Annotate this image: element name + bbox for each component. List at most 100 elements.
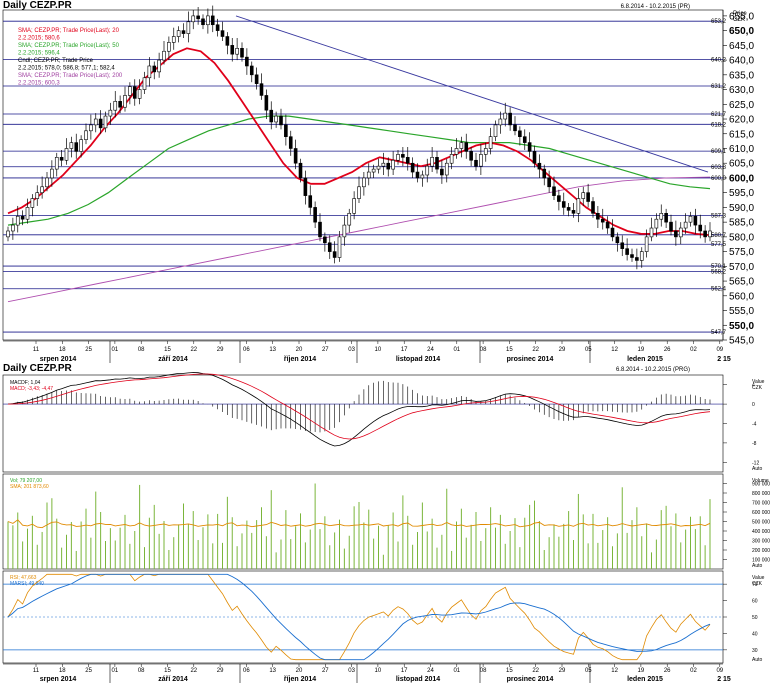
price-tick-label: 600,0 xyxy=(729,173,754,184)
date-axis-right-label: 2 15 xyxy=(717,356,731,363)
candle-body xyxy=(30,198,35,208)
candle-body xyxy=(425,165,430,176)
marsi-line xyxy=(7,573,711,661)
price-tick-label: 610,0 xyxy=(729,144,754,155)
candle-body xyxy=(557,195,561,202)
price-tick-label: 650,0 xyxy=(729,26,754,37)
level-label: 577,5 xyxy=(711,242,727,248)
candle-body xyxy=(332,251,337,258)
date-tick-label: 22 xyxy=(532,347,539,353)
date-tick-label: 19 xyxy=(638,347,645,353)
price-tick-label: 565,0 xyxy=(729,277,754,288)
panel-axis-title: Value xyxy=(752,379,765,385)
date-tick-label: 24 xyxy=(427,668,434,674)
date-axis-right-label: 2 15 xyxy=(717,676,731,683)
level-label: 562,4 xyxy=(711,287,727,293)
candle-body xyxy=(171,36,176,43)
date-tick-label: 29 xyxy=(559,347,566,353)
volume-frame xyxy=(2,473,724,570)
price-legend: SMA; CEZP.PR; Trade Price(Last); 20 2.2.2… xyxy=(18,28,123,87)
panel-tick-label: -12 xyxy=(752,460,759,466)
month-label: srpen 2014 xyxy=(40,356,77,363)
price-tick-label: 645,0 xyxy=(729,41,754,52)
axis-unit-czk: CZK xyxy=(733,17,745,23)
panel-tick-label: 800 000 xyxy=(752,491,770,497)
candle-body xyxy=(6,230,10,238)
candle-body xyxy=(522,136,527,143)
candle-body xyxy=(327,242,332,252)
candle-body xyxy=(669,221,673,232)
candle-body xyxy=(279,115,283,126)
candle-body xyxy=(98,118,103,129)
candle-body xyxy=(635,257,639,261)
candle-body xyxy=(659,213,664,220)
candle-body xyxy=(405,157,410,164)
price-date-axis: 11 18 25 01 08 15 22 29 06 13 20 27 03 10 17 24 01 08 15 22… xyxy=(3,340,731,363)
candle-body xyxy=(152,65,157,73)
candle-body xyxy=(50,168,54,179)
panel-tick-label: 60 xyxy=(752,599,758,605)
candle-body xyxy=(371,168,376,173)
candle-body xyxy=(498,118,503,126)
price-tick-label: 555,0 xyxy=(729,306,754,317)
legend-entry: SMA; CEZP.PR; Trade Price(Last); 200 xyxy=(18,73,123,79)
trend-line-segment xyxy=(235,15,709,173)
candle-body xyxy=(366,171,371,179)
candle-body xyxy=(357,186,361,199)
panel-tick-label: 100 000 xyxy=(752,558,770,564)
date-tick-label: 20 xyxy=(296,668,303,674)
price-axis: 655,0 650,0 645,0 640,0 635,0 630,0 625,0 620,0… xyxy=(722,10,754,347)
month-label: listopad 2014 xyxy=(396,676,440,683)
level-label: 600,0 xyxy=(711,176,727,182)
candle-body xyxy=(649,227,654,238)
candle-body xyxy=(440,168,444,176)
candle-body xyxy=(225,36,230,46)
legend-entry: 2.2.2015; 580,6 xyxy=(18,36,60,42)
price-tick-label: 590,0 xyxy=(729,203,754,214)
candle-body xyxy=(620,242,625,249)
price-tick-label: 615,0 xyxy=(729,129,754,140)
candle-body xyxy=(566,207,571,211)
lower-date-axis: 11 18 25 01 08 15 22 29 06 13 20 27 03 10 17 24 01 08 15 22… xyxy=(3,663,731,683)
candle-body xyxy=(537,162,542,170)
panel-tick-label: 30 xyxy=(752,648,758,654)
candle-body xyxy=(84,130,88,140)
level-label: 609,1 xyxy=(711,149,727,155)
date-tick-label: 15 xyxy=(506,668,513,674)
candle-body xyxy=(401,154,405,158)
candle-body xyxy=(274,115,278,123)
month-label: září 2014 xyxy=(158,676,188,683)
date-tick-label: 02 xyxy=(690,668,697,674)
candle-body xyxy=(420,174,425,179)
date-tick-label: 10 xyxy=(375,347,382,353)
legend-entry: 2.2.2015; 596,4 xyxy=(18,51,60,57)
price-tick-label: 625,0 xyxy=(729,100,754,111)
candle-body xyxy=(493,124,498,137)
candle-body xyxy=(123,95,127,108)
date-tick-label: 01 xyxy=(112,347,119,353)
sma50-line xyxy=(7,115,711,226)
date-tick-label: 01 xyxy=(112,668,119,674)
candle-body xyxy=(20,215,25,220)
candle-body xyxy=(108,109,113,117)
price-tick-label: 560,0 xyxy=(729,291,754,302)
volume-legend-entry: SMA; 201 873,60 xyxy=(10,484,49,490)
candle-body xyxy=(142,77,147,90)
candle-body xyxy=(630,254,634,258)
candle-body xyxy=(600,218,605,223)
date-range: 6.8.2014 - 10.2.2015 (PR) xyxy=(621,4,690,10)
date-tick-label: 05 xyxy=(585,347,592,353)
date-tick-label: 08 xyxy=(138,347,145,353)
candle-body xyxy=(342,224,347,238)
candle-body xyxy=(532,151,537,164)
date-tick-label: 03 xyxy=(348,668,355,674)
candle-body xyxy=(249,65,254,76)
candle-body xyxy=(488,136,493,149)
date-tick-label: 01 xyxy=(453,668,460,674)
date-tick-label: 17 xyxy=(401,668,408,674)
date-tick-label: 25 xyxy=(85,347,92,353)
candle-body xyxy=(561,201,566,208)
candle-body xyxy=(15,215,20,226)
